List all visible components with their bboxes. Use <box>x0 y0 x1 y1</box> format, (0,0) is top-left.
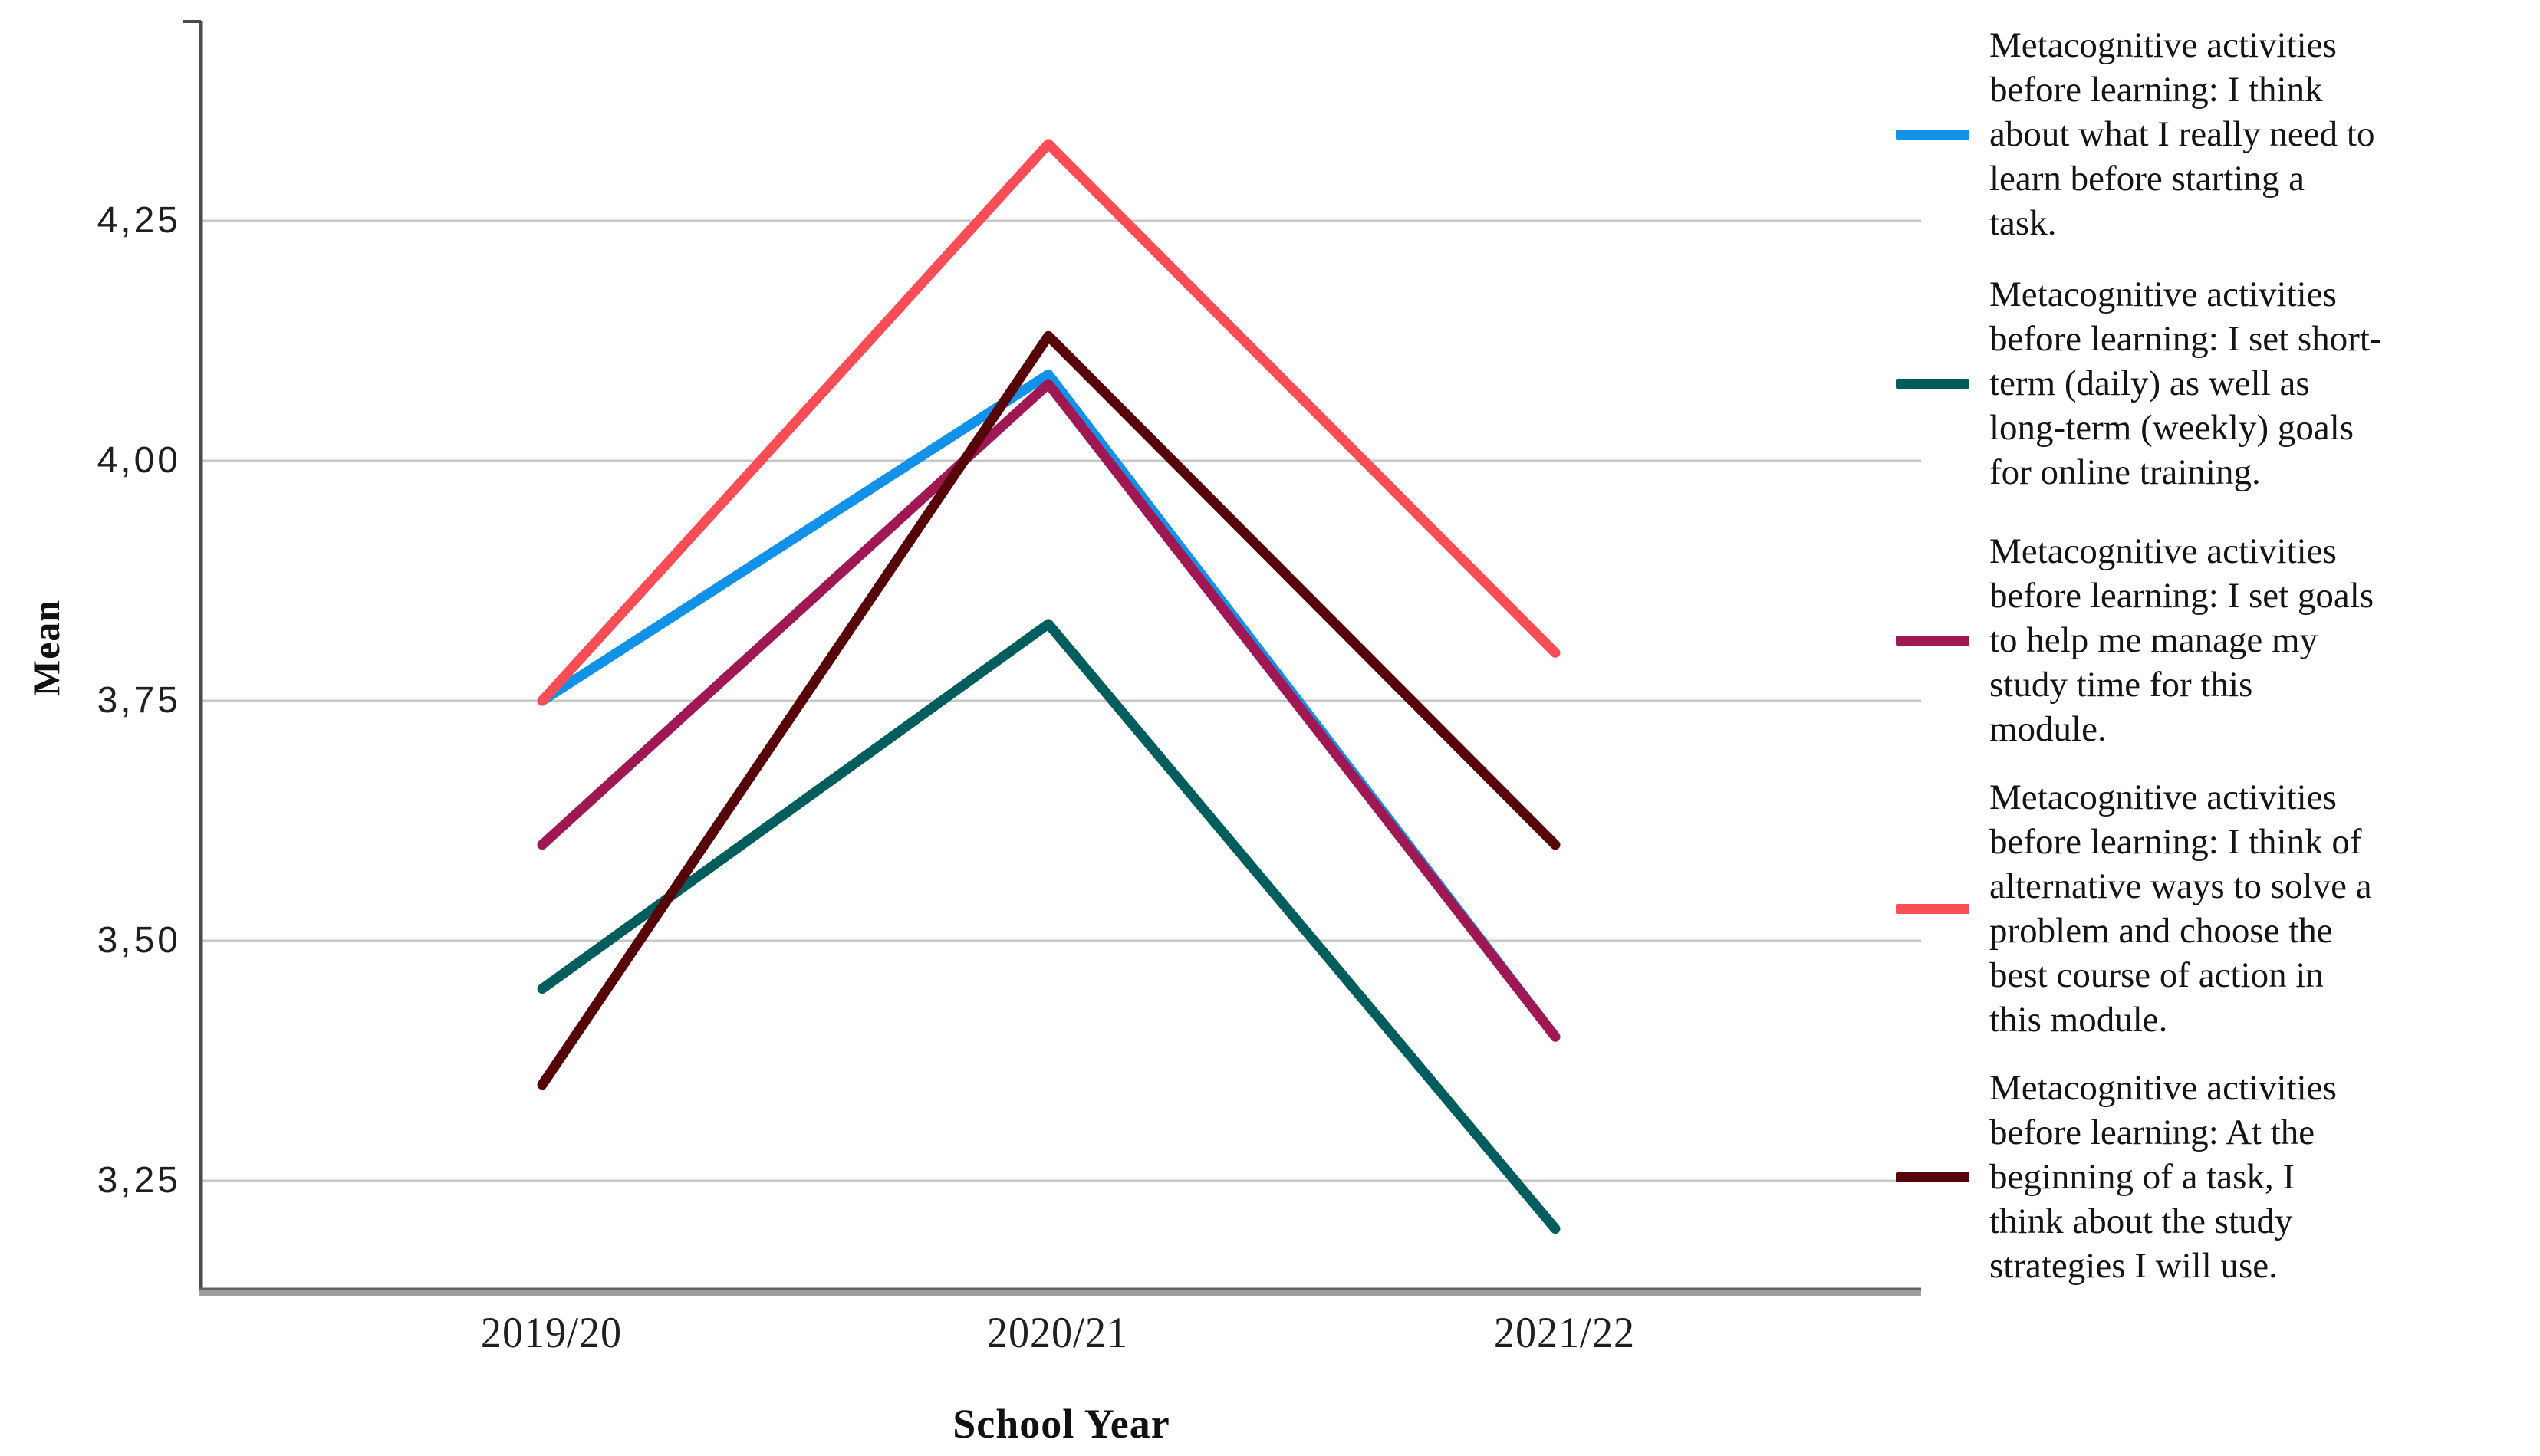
series-line-3 <box>537 379 1561 1042</box>
series-line-5 <box>537 330 1561 1090</box>
series-line-2 <box>537 619 1561 1234</box>
y-axis-title: Mean <box>25 599 67 697</box>
y-tick-3,25: 3,25 <box>97 1160 181 1201</box>
x-tick-2019/20: 2019/20 <box>480 1309 623 1357</box>
y-tick-4,00: 4,00 <box>97 440 181 481</box>
x-axis-title: School Year <box>952 1401 1170 1447</box>
y-tick-3,50: 3,50 <box>97 920 181 961</box>
x-tick-2021/22: 2021/22 <box>1493 1309 1636 1357</box>
series-line-4 <box>537 139 1561 706</box>
y-tick-4,25: 4,25 <box>97 200 181 241</box>
y-tick-3,75: 3,75 <box>97 680 181 721</box>
x-tick-2020/21: 2020/21 <box>986 1309 1129 1357</box>
